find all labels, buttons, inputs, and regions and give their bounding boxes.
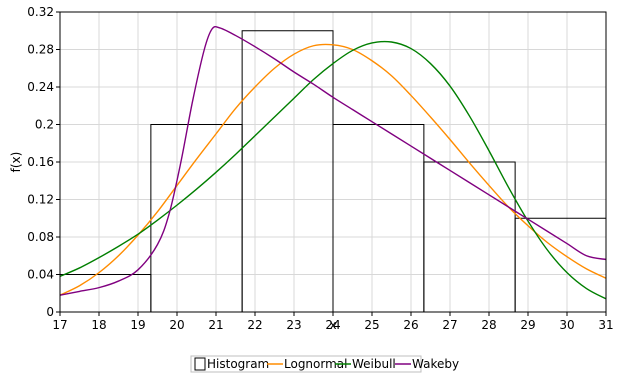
y-axis-ticks: 0 0.04 0.08 0.12 0.16 0.2 0.24 0.28 0.32: [27, 5, 60, 319]
y-tick-label: 0.04: [27, 268, 54, 282]
y-tick-label: 0.2: [35, 118, 54, 132]
x-axis-ticks: 17 18 19 20 21 22 23 24 25 26 27 28 29 30 31: [52, 312, 614, 332]
legend-swatch-histogram: [194, 357, 206, 371]
x-tick-label: 25: [364, 318, 379, 332]
density-curves: [59, 25, 607, 300]
y-tick-label: 0.16: [27, 155, 54, 169]
legend-label: Lognormal: [284, 357, 347, 371]
legend: Histogram Lognormal Weibull Wakeby: [190, 355, 459, 373]
y-tick-label: 0.08: [27, 230, 54, 244]
x-tick-label: 19: [130, 318, 145, 332]
x-tick-label: 23: [286, 318, 301, 332]
x-tick-label: 22: [247, 318, 262, 332]
legend-label: Histogram: [207, 357, 269, 371]
x-tick-label: 27: [442, 318, 457, 332]
series-line-lognormal: [59, 43, 607, 296]
legend-frame: [190, 355, 422, 373]
y-tick-label: 0: [46, 305, 54, 319]
x-tick-label: 30: [559, 318, 574, 332]
legend-label: Weibull: [352, 357, 396, 371]
x-tick-label: 28: [481, 318, 496, 332]
x-tick-label: 18: [91, 318, 106, 332]
x-tick-label: 31: [598, 318, 613, 332]
series-line-weibull: [59, 40, 607, 300]
y-tick-label: 0.12: [27, 193, 54, 207]
x-tick-label: 24: [325, 318, 340, 332]
legend-label: Wakeby: [412, 357, 459, 371]
x-tick-label: 26: [403, 318, 418, 332]
x-tick-label: 17: [52, 318, 67, 332]
x-tick-label: 20: [169, 318, 184, 332]
x-axis-title: x: [329, 318, 336, 332]
y-tick-label: 0.28: [27, 43, 54, 57]
y-axis-title: f(x): [9, 152, 23, 173]
x-tick-label: 21: [208, 318, 223, 332]
x-tick-label: 29: [520, 318, 535, 332]
series-line-wakeby: [59, 25, 607, 296]
y-tick-label: 0.32: [27, 5, 54, 19]
y-tick-label: 0.24: [27, 80, 54, 94]
